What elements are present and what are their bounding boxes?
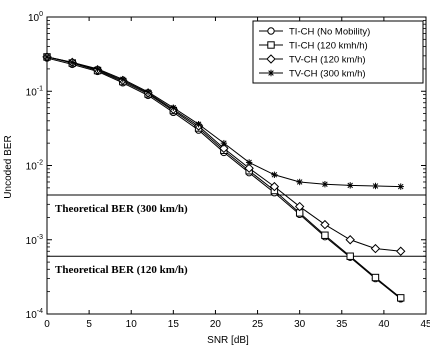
data-point xyxy=(372,274,378,280)
data-point xyxy=(69,59,75,65)
legend: TI-CH (No Mobility) TI-CH (120 kmh/h) TV-C… xyxy=(253,21,423,83)
data-point xyxy=(372,183,378,189)
x-tick-label: 20 xyxy=(210,319,222,330)
data-point xyxy=(170,105,176,111)
x-tick-label: 45 xyxy=(420,319,430,330)
x-tick-label: 40 xyxy=(378,319,390,330)
legend-label: TI-CH (120 kmh/h) xyxy=(289,41,368,52)
x-tick-label: 35 xyxy=(336,319,348,330)
data-point xyxy=(322,181,328,187)
data-point xyxy=(271,172,277,178)
data-point xyxy=(94,66,100,72)
data-point xyxy=(322,232,328,238)
legend-label: TV-CH (120 km/h) xyxy=(289,55,366,66)
data-point xyxy=(346,236,354,244)
x-tick-label: 25 xyxy=(252,319,264,330)
x-tick-label: 0 xyxy=(44,319,50,330)
reference-line-label: Theoretical BER (300 km/h) xyxy=(55,203,188,215)
x-tick-label: 15 xyxy=(168,319,180,330)
legend-marker xyxy=(268,28,274,34)
data-point xyxy=(347,253,353,259)
data-point xyxy=(371,245,379,253)
legend-marker xyxy=(268,42,274,48)
legend-marker xyxy=(268,70,274,76)
y-tick-label: 10-3 xyxy=(26,234,43,247)
x-tick-label: 5 xyxy=(86,319,92,330)
data-point xyxy=(398,183,404,189)
data-point xyxy=(398,295,404,301)
series-line xyxy=(47,57,401,298)
y-tick-label: 10-2 xyxy=(26,160,43,173)
legend-label: TV-CH (300 km/h) xyxy=(289,69,366,80)
data-point xyxy=(221,140,227,146)
y-tick-label: 100 xyxy=(28,11,43,24)
data-point xyxy=(195,121,201,127)
y-axis-label: Uncoded BER xyxy=(3,135,14,198)
x-axis-label: SNR [dB] xyxy=(207,335,249,346)
data-point xyxy=(246,159,252,165)
data-point xyxy=(296,179,302,185)
data-point xyxy=(321,221,329,229)
series-line xyxy=(47,58,401,299)
data-point xyxy=(347,182,353,188)
legend-label: TI-CH (No Mobility) xyxy=(289,27,370,38)
x-tick-label: 30 xyxy=(294,319,306,330)
y-tick-label: 10-4 xyxy=(26,308,43,321)
reference-line-label: Theoretical BER (120 km/h) xyxy=(55,264,188,276)
data-point xyxy=(145,89,151,95)
data-point xyxy=(120,76,126,82)
x-tick-label: 10 xyxy=(126,319,138,330)
y-tick-label: 10-1 xyxy=(26,85,43,98)
data-point xyxy=(397,247,405,255)
